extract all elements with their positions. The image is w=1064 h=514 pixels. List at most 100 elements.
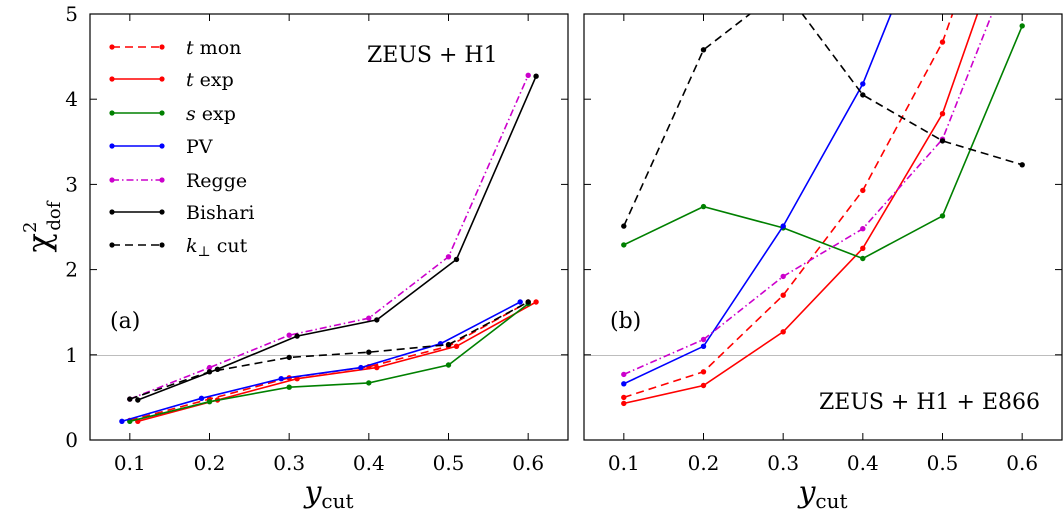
legend-entry-bishari: Bishari <box>109 202 255 224</box>
series-group-b <box>621 14 1025 407</box>
data-point-s-exp-b <box>621 242 627 248</box>
data-point-k-cut-b <box>621 223 627 229</box>
data-point-pv-b <box>860 81 866 87</box>
data-point-s-exp-a <box>286 384 292 390</box>
legend-entry-regge: Regge <box>109 170 247 192</box>
x-tick-label-a: 0.4 <box>353 451 385 475</box>
data-point-bishari-a <box>294 333 300 339</box>
data-point-s-exp-a <box>206 399 213 405</box>
legend: t mon t exp s exp PV Regge <box>109 37 255 260</box>
data-point-regge-a <box>445 254 452 260</box>
series-line-t-exp-a <box>137 301 537 423</box>
data-point-s-exp-b <box>700 203 707 210</box>
series-line-s-exp-a <box>129 303 529 423</box>
panel-label-b: (b) <box>610 309 641 334</box>
panel-label-a: (a) <box>110 309 140 334</box>
legend-label-t-mon: t mon <box>186 37 241 59</box>
data-point-s-exp-b <box>939 213 946 219</box>
data-point-k-cut-a <box>286 354 292 361</box>
data-point-k-cut-a <box>127 396 133 402</box>
data-point-t-mon-b <box>860 187 866 194</box>
data-point-bishari-a <box>533 73 539 79</box>
data-point-pv-b <box>780 223 786 229</box>
data-point-k-cut-b <box>1019 162 1025 168</box>
y-tick-label: 5 <box>65 2 78 26</box>
data-point-t-exp-a <box>533 299 539 305</box>
legend-entry-t-exp: t exp <box>109 69 234 91</box>
data-point-k-cut-b <box>939 138 946 144</box>
data-point-regge-a <box>286 332 292 338</box>
legend-label-s-exp: s exp <box>186 103 236 125</box>
data-point-pv-b <box>700 343 707 349</box>
data-point-regge-a <box>206 364 213 371</box>
plot-frame-b <box>583 13 1063 441</box>
data-point-regge-b <box>860 226 866 232</box>
x-tick-label-b: 0.3 <box>767 451 799 475</box>
data-point-t-mon-b <box>939 39 946 45</box>
y-tick-label: 3 <box>65 172 78 196</box>
annotation-b: ZEUS + H1 + E866 <box>819 390 1040 415</box>
data-point-t-exp-b <box>939 111 946 117</box>
x-tick-label-b: 0.1 <box>608 451 640 475</box>
x-tick-label-b: 0.4 <box>847 451 879 475</box>
data-point-k-cut-a <box>366 349 372 355</box>
legend-label-bishari: Bishari <box>186 202 255 224</box>
y-tick-label: 2 <box>65 258 78 282</box>
y-tick-label: 4 <box>65 87 78 111</box>
data-point-pv-b <box>621 381 627 387</box>
x-axis-title-a: ycut <box>302 475 353 513</box>
data-point-bishari-a <box>453 256 460 263</box>
legend-label-kperp-cut: k⊥ cut <box>186 235 248 260</box>
data-point-pv-a <box>358 364 364 371</box>
panel-b: 0.1 0.2 0.3 0.4 0.5 0.6 (b) ZEUS + H1 + E866 … <box>583 13 1063 513</box>
data-point-t-exp-b <box>621 400 627 407</box>
legend-label-pv: PV <box>186 136 213 158</box>
legend-label-t-exp: t exp <box>186 69 234 91</box>
x-tick-label-b: 0.5 <box>927 451 959 475</box>
data-point-pv-a <box>278 376 284 382</box>
x-tick-label-a: 0.1 <box>114 451 146 475</box>
x-tick-label-b: 0.2 <box>688 451 720 475</box>
series-group-a <box>119 72 539 424</box>
legend-entry-kperp-cut: k⊥ cut <box>109 235 248 260</box>
data-point-t-mon-b <box>700 369 707 375</box>
ticks-a: 0.1 0.2 0.3 0.4 0.5 0.6 0 1 2 3 4 5 <box>65 2 568 475</box>
data-point-regge-b <box>700 336 707 343</box>
data-point-k-cut-a <box>525 299 531 305</box>
series-line-regge-b <box>623 14 993 376</box>
data-point-regge-a <box>366 315 372 321</box>
legend-label-regge: Regge <box>186 170 247 192</box>
y-axis-title: χ2 dof <box>20 200 65 252</box>
data-point-k-cut-a <box>445 341 452 348</box>
data-point-pv-a <box>119 418 125 424</box>
data-point-bishari-a <box>135 397 141 403</box>
x-tick-label-b: 0.6 <box>1006 451 1038 475</box>
data-point-t-mon-b <box>780 292 786 298</box>
y-tick-label: 1 <box>65 343 78 367</box>
y-axis-title-text: χ2 dof <box>20 200 65 252</box>
data-point-regge-b <box>780 273 786 280</box>
data-point-s-exp-b <box>1019 23 1025 29</box>
data-point-t-exp-b <box>780 329 786 335</box>
legend-entry-t-mon: t mon <box>109 37 241 59</box>
x-tick-label-a: 0.6 <box>512 451 544 475</box>
x-axis-title-b: ycut <box>796 475 847 513</box>
data-point-regge-b <box>621 371 627 378</box>
legend-entry-s-exp: s exp <box>109 103 236 125</box>
data-point-s-exp-b <box>860 255 866 262</box>
data-point-regge-a <box>525 72 531 79</box>
series-line-t-mon-b <box>623 14 954 399</box>
annotation-a: ZEUS + H1 <box>367 43 498 68</box>
data-point-pv-a <box>517 299 523 305</box>
data-point-t-exp-b <box>700 382 707 389</box>
data-point-t-exp-b <box>860 245 866 251</box>
series-line-t-exp-b <box>623 14 979 405</box>
ticks-b: 0.1 0.2 0.3 0.4 0.5 0.6 <box>584 13 1062 475</box>
y-tick-label: 0 <box>65 428 78 452</box>
x-tick-label-a: 0.5 <box>433 451 465 475</box>
x-tick-label-a: 0.2 <box>194 451 226 475</box>
plot-frame-a <box>89 13 569 441</box>
series-line-s-exp-b <box>623 25 1023 260</box>
data-point-t-exp-a <box>374 364 380 371</box>
